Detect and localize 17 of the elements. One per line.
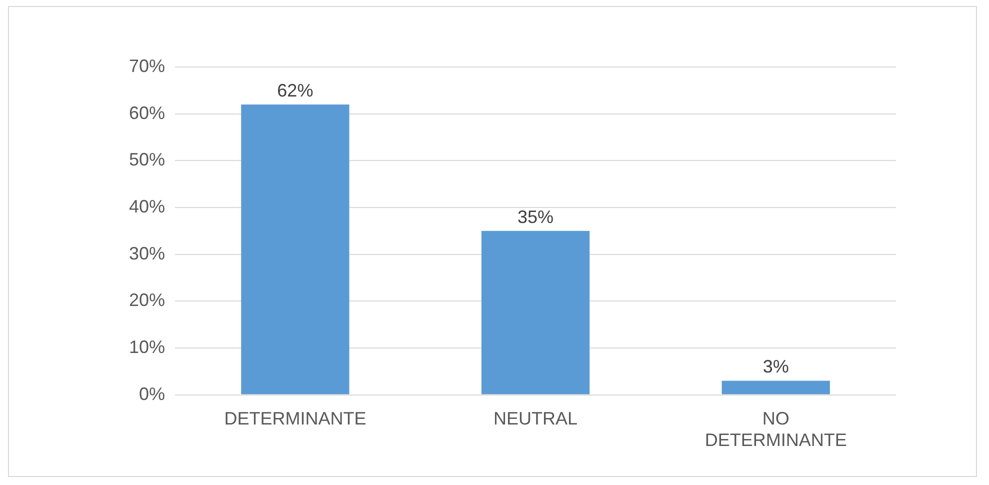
data-label: 35% <box>518 206 554 227</box>
y-tick-label: 40% <box>128 196 166 216</box>
y-tick-label: 50% <box>128 150 166 170</box>
data-label: 62% <box>277 80 314 100</box>
y-tick-label: 0% <box>139 384 166 404</box>
x-tick-label: DETERMINANTE <box>224 408 366 429</box>
x-tick-label: NEUTRAL <box>494 408 578 429</box>
bar <box>241 104 350 394</box>
y-tick-label: 10% <box>128 336 166 357</box>
y-tick-label: 30% <box>128 243 166 264</box>
y-tick-label: 20% <box>128 290 166 310</box>
y-tick-label: 60% <box>128 102 166 123</box>
bar <box>722 380 830 394</box>
x-tick-label: NO DETERMINANTE <box>704 408 847 450</box>
data-label: 3% <box>762 356 789 377</box>
y-tick-label: 70% <box>128 56 166 76</box>
bar <box>481 230 590 394</box>
